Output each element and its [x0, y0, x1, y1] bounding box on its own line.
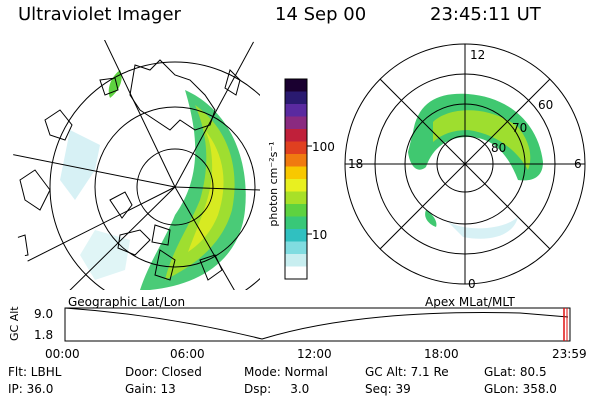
colorbar-swatches	[285, 79, 307, 280]
display-status: Dsp: 3.0	[244, 382, 310, 396]
colorbar-swatch	[285, 116, 307, 130]
meridian-lines	[10, 40, 260, 290]
date-label: 14 Sep 00	[275, 4, 367, 25]
colorbar-swatch	[285, 154, 307, 167]
colorbar-swatch	[285, 141, 307, 155]
gc-alt-tick-min: 1.8	[34, 328, 53, 342]
time-tick-1200: 12:00	[297, 347, 332, 361]
colorbar-tick-10: 10	[312, 228, 328, 242]
geographic-latitude-status: GLat: 80.5	[484, 365, 547, 379]
colorbar-swatch	[285, 229, 307, 242]
time-tick-2359: 23:59	[552, 347, 587, 361]
gc-alt-tick-max: 9.0	[34, 307, 53, 321]
magnetic-polar-plot: 12 18 6 0 60 70 80	[344, 43, 586, 291]
auroral-emission	[60, 70, 246, 290]
colorbar-swatch	[285, 179, 307, 192]
colorbar-tick-100: 100	[312, 140, 335, 154]
colorbar-swatch	[285, 216, 307, 230]
colorbar-swatch	[285, 241, 307, 255]
gc-alt-axis-title: GC Alt	[8, 306, 21, 341]
door-status: Door: Closed	[125, 365, 202, 379]
colorbar-swatch	[285, 91, 307, 105]
sequence-status: Seq: 39	[365, 382, 411, 396]
colorbar-swatch	[285, 254, 307, 267]
time-label: 23:45:11 UT	[430, 4, 541, 25]
geographic-coords-label: Geographic Lat/Lon	[68, 295, 186, 309]
polar-auroral-oval	[408, 93, 543, 181]
polar-grid-spokes	[345, 44, 585, 284]
colorbar-swatch	[285, 129, 307, 142]
status-row-1: Flt: LBHL Door: Closed Mode: Normal GC A…	[8, 365, 598, 381]
gc-altitude-status: GC Alt: 7.1 Re	[365, 365, 449, 379]
colorbar-axis-label: photon cm⁻²s⁻¹	[267, 141, 280, 226]
lat-label-60: 60	[538, 98, 553, 112]
colorbar: photon cm⁻²s⁻¹	[267, 78, 312, 280]
geographic-auroral-image	[10, 40, 260, 290]
time-tick-0600: 06:00	[170, 347, 205, 361]
filter-status: Flt: LBHL	[8, 365, 62, 379]
colorbar-swatch	[285, 191, 307, 205]
timeline-frame	[64, 307, 571, 342]
mlt-label-6: 6	[574, 157, 582, 171]
gain-status: Gain: 13	[125, 382, 176, 396]
instrument-title: Ultraviolet Imager	[18, 4, 181, 25]
geographic-longitude-status: GLon: 358.0	[484, 382, 557, 396]
colorbar-swatch	[285, 266, 307, 280]
colorbar-swatch	[285, 166, 307, 180]
time-tick-0000: 00:00	[45, 347, 80, 361]
mlt-label-12: 12	[470, 48, 485, 62]
magnetic-coords-label: Apex MLat/MLT	[425, 295, 515, 309]
altitude-curve	[64, 307, 569, 340]
colorbar-swatch	[285, 104, 307, 117]
mlt-label-18: 18	[348, 157, 363, 171]
altitude-timeline: GC Alt 9.0 1.8	[8, 306, 571, 342]
colorbar-swatch	[285, 79, 307, 92]
lat-label-80: 80	[491, 141, 506, 155]
ip-status: IP: 36.0	[8, 382, 54, 396]
time-tick-1800: 18:00	[424, 347, 459, 361]
lat-label-70: 70	[512, 121, 527, 135]
status-row-2: IP: 36.0 Gain: 13 Dsp: 3.0 Seq: 39 GLon:…	[8, 382, 598, 398]
colorbar-swatch	[285, 204, 307, 217]
mlt-label-0: 0	[468, 277, 476, 291]
latitude-circles	[10, 40, 260, 290]
mode-status: Mode: Normal	[244, 365, 328, 379]
